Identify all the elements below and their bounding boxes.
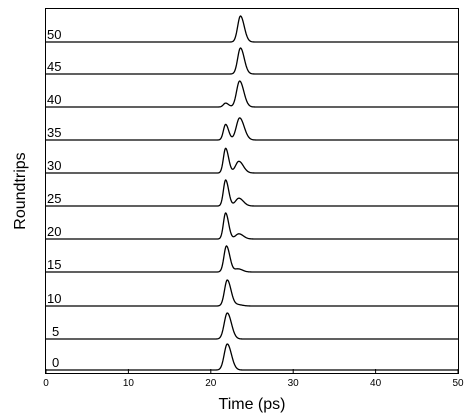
row-label-0: 0 — [52, 355, 59, 370]
x-tick-label-40: 40 — [370, 378, 382, 389]
traces — [46, 15, 458, 371]
trace-50 — [46, 15, 458, 43]
row-label-20: 20 — [47, 224, 61, 239]
trace-20 — [46, 212, 458, 240]
trace-10 — [46, 279, 458, 307]
trace-5 — [46, 312, 458, 340]
row-label-35: 35 — [47, 125, 61, 140]
row-label-5: 5 — [52, 324, 59, 339]
trace-30 — [46, 147, 458, 174]
x-tick-label-20: 20 — [205, 378, 217, 389]
trace-0 — [46, 343, 458, 371]
row-label-40: 40 — [47, 92, 61, 107]
x-axis: 0 10 20 30 40 50 — [43, 369, 464, 389]
row-label-15: 15 — [47, 257, 61, 272]
row-labels: 0 5 10 15 20 25 30 35 40 45 50 — [47, 27, 61, 370]
row-label-30: 30 — [47, 158, 61, 173]
plot-frame — [45, 8, 459, 374]
x-tick-label-0: 0 — [43, 378, 49, 389]
x-tick-label-50: 50 — [452, 378, 464, 389]
x-tick-label-10: 10 — [123, 378, 135, 389]
y-axis-label: Roundtrips — [12, 152, 29, 229]
x-tick-label-30: 30 — [288, 378, 300, 389]
trace-40 — [46, 80, 458, 108]
row-label-50: 50 — [47, 27, 61, 42]
trace-15 — [46, 245, 458, 273]
row-label-10: 10 — [47, 291, 61, 306]
trace-25 — [46, 179, 458, 207]
trace-45 — [46, 47, 458, 75]
row-label-25: 25 — [47, 191, 61, 206]
row-label-45: 45 — [47, 59, 61, 74]
x-axis-label: Time (ps) — [219, 396, 286, 413]
trace-35 — [46, 117, 458, 141]
